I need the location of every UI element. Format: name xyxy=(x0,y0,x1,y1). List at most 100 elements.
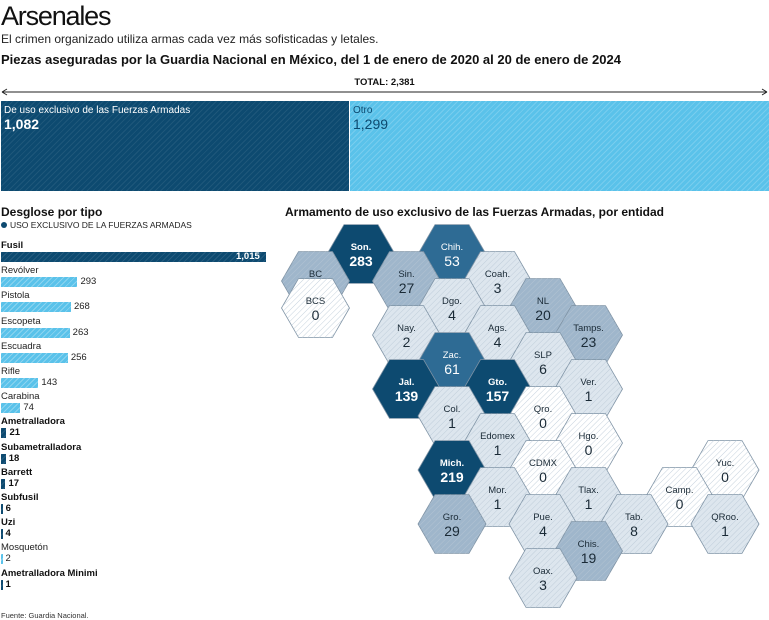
bar-mark xyxy=(1,428,7,439)
bar-value-label: 1 xyxy=(5,578,11,590)
state-hex: Chih.53 xyxy=(417,224,487,284)
state-value-label: 0 xyxy=(539,415,547,431)
hex-hatch xyxy=(554,305,623,365)
hex-hatch xyxy=(372,251,441,311)
bar-value-label: 256 xyxy=(70,351,87,363)
state-hex: Chis.19 xyxy=(554,521,623,581)
bar-category-label: Barrett xyxy=(1,466,33,478)
stack-label: Otro xyxy=(353,105,373,116)
state-hex: Tab.8 xyxy=(599,494,669,554)
breakdown-title: Desglose por tipo xyxy=(1,205,103,219)
hex-hatch xyxy=(645,467,714,527)
state-value-label: 1 xyxy=(585,388,593,404)
bar-value-label: 4 xyxy=(5,528,11,540)
bar-value-label: 21 xyxy=(9,427,21,439)
bar-mark xyxy=(1,277,78,288)
hex-hatch xyxy=(463,467,532,527)
bar-mark xyxy=(1,529,3,540)
hex-hatch xyxy=(509,548,577,608)
state-hex: Col.1 xyxy=(417,386,487,446)
state-value-label: 157 xyxy=(486,388,510,404)
state-abbr-label: SLP xyxy=(534,350,552,361)
state-abbr-label: Mich. xyxy=(440,458,464,469)
bar-mark xyxy=(1,327,70,338)
state-abbr-label: Zac. xyxy=(443,350,461,361)
bar-value-label: 143 xyxy=(41,377,58,388)
page-title: Arsenales xyxy=(1,1,111,31)
state-abbr-label: Ags. xyxy=(488,323,507,334)
bar-mark xyxy=(1,453,6,464)
hex-hatch xyxy=(509,332,577,392)
bar-category-label: Revólver xyxy=(1,265,39,277)
hex-hatch xyxy=(554,521,623,581)
hex-hatch xyxy=(463,305,532,365)
bar-mark xyxy=(1,504,3,514)
state-abbr-label: CDMX xyxy=(529,458,558,469)
state-abbr-label: Sin. xyxy=(398,269,414,280)
state-hex: Jal.139 xyxy=(372,359,441,419)
page-subtitle: El crimen organizado utiliza armas cada … xyxy=(1,32,379,46)
state-abbr-label: Coah. xyxy=(485,269,510,280)
bar-category-label: Escopeta xyxy=(1,315,41,327)
state-hex: Dgo.4 xyxy=(417,278,487,338)
state-hex: Yuc.0 xyxy=(690,440,760,500)
bar-mark xyxy=(1,554,3,565)
stack-value: 1,082 xyxy=(4,116,40,132)
state-value-label: 53 xyxy=(444,253,460,269)
state-hex: Tlax.1 xyxy=(554,467,623,527)
state-abbr-label: Chih. xyxy=(441,242,463,253)
state-value-label: 4 xyxy=(448,307,456,323)
state-abbr-label: Jal. xyxy=(399,377,415,388)
state-hex: Ver.1 xyxy=(554,359,623,419)
state-value-label: 3 xyxy=(539,577,547,593)
legend-swatch xyxy=(1,222,7,228)
state-abbr-label: Mor. xyxy=(488,485,506,496)
bar-value-label: 18 xyxy=(8,452,20,464)
state-value-label: 23 xyxy=(581,334,597,350)
state-value-label: 0 xyxy=(721,469,729,485)
state-abbr-label: Tab. xyxy=(625,512,643,523)
state-hex: Gro.29 xyxy=(417,494,487,554)
state-abbr-label: Gto. xyxy=(488,377,507,388)
legend: USO EXCLUSIVO DE LA FUERZAS ARMADAS xyxy=(1,220,192,230)
state-abbr-label: Tlax. xyxy=(578,485,599,496)
bar-mark xyxy=(1,579,3,590)
hex-hatch xyxy=(554,359,623,419)
state-abbr-label: Pue. xyxy=(533,512,553,523)
bar-category-label: Rifle xyxy=(1,366,21,377)
state-abbr-label: Ver. xyxy=(580,377,596,388)
hex-hatch xyxy=(372,305,441,365)
hex-hatch xyxy=(691,494,759,554)
state-abbr-label: Oax. xyxy=(533,566,553,577)
state-value-label: 27 xyxy=(399,280,415,296)
bar-value-label: 293 xyxy=(80,276,97,288)
bar-category-label: Pistola xyxy=(1,290,30,302)
bar-mark xyxy=(1,403,21,414)
hex-hatch xyxy=(463,251,532,311)
bar-category-label: Mosquetón xyxy=(1,542,49,554)
source-note: Fuente: Guardia Nacional. xyxy=(1,611,89,620)
state-value-label: 8 xyxy=(630,523,638,539)
state-hex: Nay.2 xyxy=(372,305,441,365)
state-value-label: 139 xyxy=(395,388,419,404)
bar-category-label: Escuadra xyxy=(1,340,42,352)
state-value-label: 219 xyxy=(440,469,464,485)
map-title: Armamento de uso exclusivo de las Fuerza… xyxy=(285,205,665,219)
legend-label: USO EXCLUSIVO DE LA FUERZAS ARMADAS xyxy=(10,220,192,230)
bar-mark xyxy=(1,478,6,489)
state-hex: Ags.4 xyxy=(463,305,532,365)
state-abbr-label: Yuc. xyxy=(716,458,735,469)
state-hex: QRoo.1 xyxy=(690,494,760,554)
state-value-label: 0 xyxy=(585,442,593,458)
bar-category-label: Fusil xyxy=(1,240,24,251)
bar-category-label: Carabina xyxy=(1,391,40,403)
state-value-label: 0 xyxy=(676,496,684,512)
state-value-label: 0 xyxy=(539,469,547,485)
state-value-label: 1 xyxy=(585,496,593,512)
stack-label: De uso exclusivo de las Fuerzas Armadas xyxy=(4,105,191,116)
chart-headline: Piezas aseguradas por la Guardia Naciona… xyxy=(1,52,621,67)
state-value-label: 2 xyxy=(403,334,411,350)
state-value-label: 4 xyxy=(494,334,502,350)
